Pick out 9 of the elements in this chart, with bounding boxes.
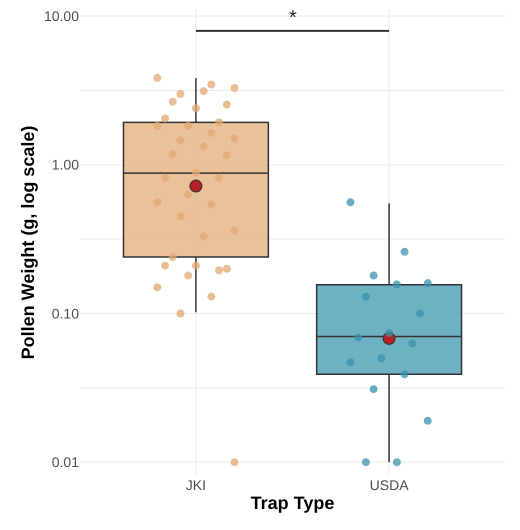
x-tick-label: JKI bbox=[186, 477, 206, 493]
x-tick-label: USDA bbox=[370, 477, 410, 493]
y-tick-label: 0.10 bbox=[52, 305, 80, 322]
x-axis-title: Trap Type bbox=[250, 493, 334, 514]
y-tick-label: 1.00 bbox=[52, 156, 80, 173]
y-tick-label: 10.00 bbox=[44, 8, 80, 24]
y-tick-label: 0.01 bbox=[52, 454, 80, 470]
annotation: * bbox=[289, 7, 297, 29]
y-axis-title: Pollen Weight (g, log scale) bbox=[18, 126, 38, 360]
